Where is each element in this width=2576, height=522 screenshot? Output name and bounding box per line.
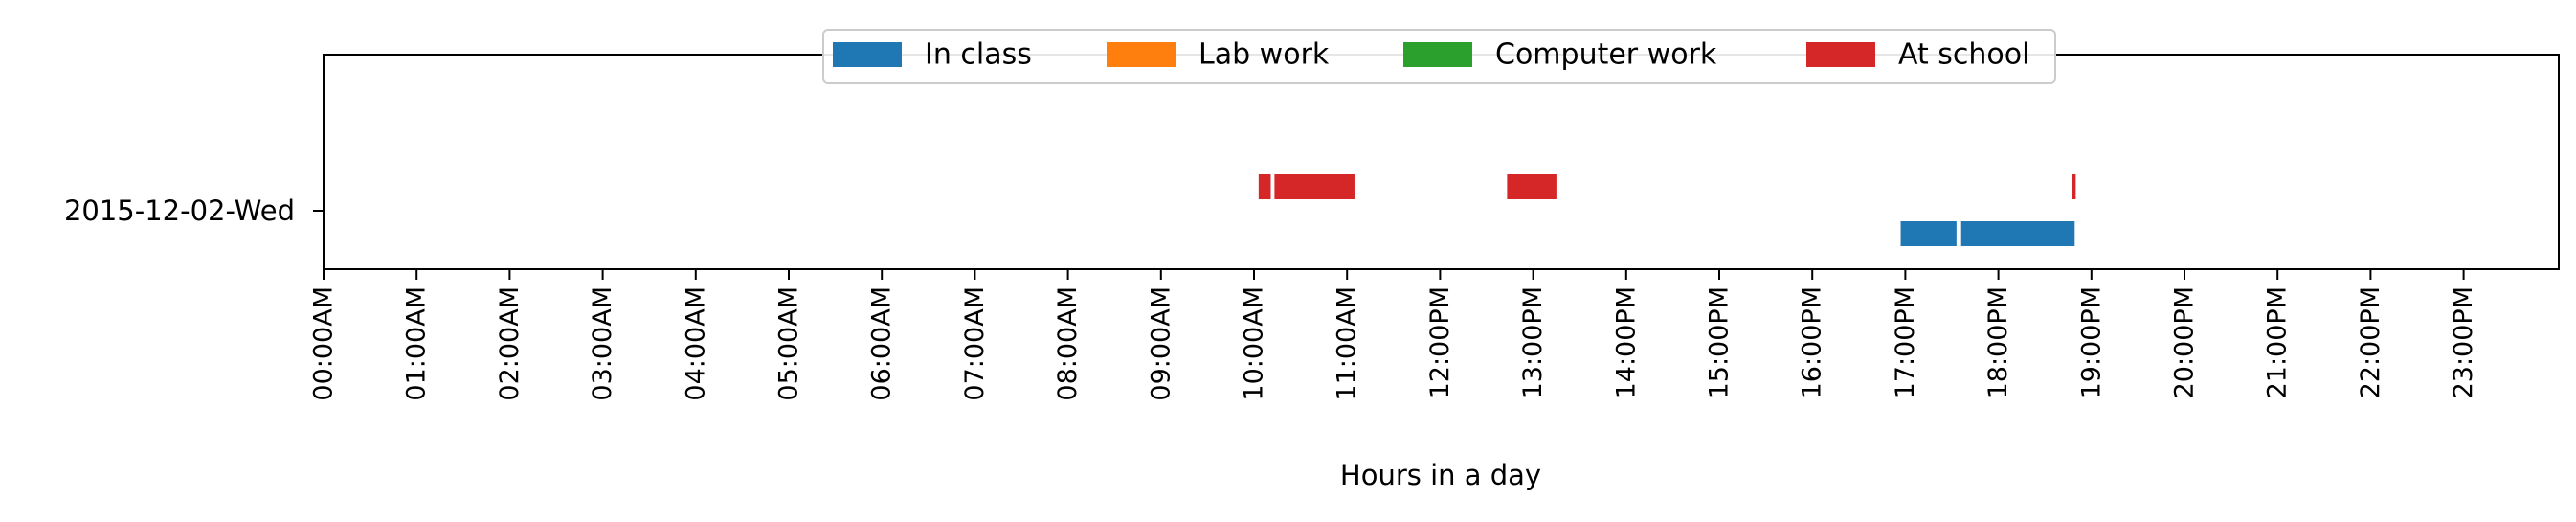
x-tick-label: 13:00PM bbox=[1518, 286, 1548, 398]
legend-label: In class bbox=[925, 38, 1032, 72]
x-tick-label: 20:00PM bbox=[2170, 286, 2200, 398]
in-class-bar bbox=[1960, 221, 2075, 246]
x-tick-label: 05:00AM bbox=[774, 286, 804, 401]
at-school-bar bbox=[1507, 174, 1557, 199]
x-tick-label: 23:00PM bbox=[2449, 286, 2478, 398]
x-tick-label: 02:00AM bbox=[495, 286, 525, 401]
x-tick-label: 15:00PM bbox=[1705, 286, 1735, 398]
x-tick-label: 18:00PM bbox=[1983, 286, 2013, 398]
legend-swatch bbox=[1107, 42, 1176, 67]
x-tick-label: 12:00PM bbox=[1425, 286, 1455, 398]
legend-label: Lab work bbox=[1198, 38, 1330, 72]
x-tick-label: 10:00AM bbox=[1240, 286, 1269, 401]
x-tick-label: 08:00AM bbox=[1053, 286, 1083, 401]
plot-frame bbox=[323, 54, 2560, 270]
bars-layer bbox=[1258, 174, 2076, 246]
x-tick-label: 19:00PM bbox=[2076, 286, 2106, 398]
in-class-bar bbox=[1900, 221, 1957, 246]
x-axis-label: Hours in a day bbox=[1340, 459, 1541, 491]
legend: In class Lab work Computer work At school bbox=[822, 29, 2056, 84]
x-axis: 00:00AM 01:00AM 02:00AM 03:00AM 04:00AM 05:00… bbox=[309, 269, 2478, 401]
y-tick-label: 2015-12-02-Wed bbox=[64, 194, 295, 227]
at-school-bar bbox=[2072, 174, 2076, 199]
x-tick-label: 17:00PM bbox=[1891, 286, 1920, 398]
legend-swatch bbox=[1403, 42, 1472, 67]
x-tick-label: 07:00AM bbox=[960, 286, 990, 401]
x-tick-label: 09:00AM bbox=[1146, 286, 1176, 401]
legend-swatch bbox=[833, 42, 902, 67]
x-tick-label: 11:00AM bbox=[1333, 286, 1362, 401]
x-tick-label: 16:00PM bbox=[1798, 286, 1827, 398]
x-tick-label: 04:00AM bbox=[681, 286, 710, 401]
at-school-bar bbox=[1274, 174, 1355, 199]
x-tick-label: 00:00AM bbox=[309, 286, 339, 401]
x-tick-label: 03:00AM bbox=[588, 286, 617, 401]
legend-label: At school bbox=[1898, 38, 2029, 72]
legend-label: Computer work bbox=[1495, 38, 1717, 72]
x-tick-label: 14:00PM bbox=[1611, 286, 1641, 398]
at-school-bar bbox=[1258, 174, 1271, 199]
x-tick-label: 22:00PM bbox=[2356, 286, 2386, 398]
x-tick-label: 01:00AM bbox=[402, 286, 432, 401]
legend-swatch bbox=[1806, 42, 1875, 67]
y-axis: 2015-12-02-Wed bbox=[64, 194, 324, 227]
x-tick-label: 21:00PM bbox=[2263, 286, 2293, 398]
x-tick-label: 06:00AM bbox=[867, 286, 897, 401]
